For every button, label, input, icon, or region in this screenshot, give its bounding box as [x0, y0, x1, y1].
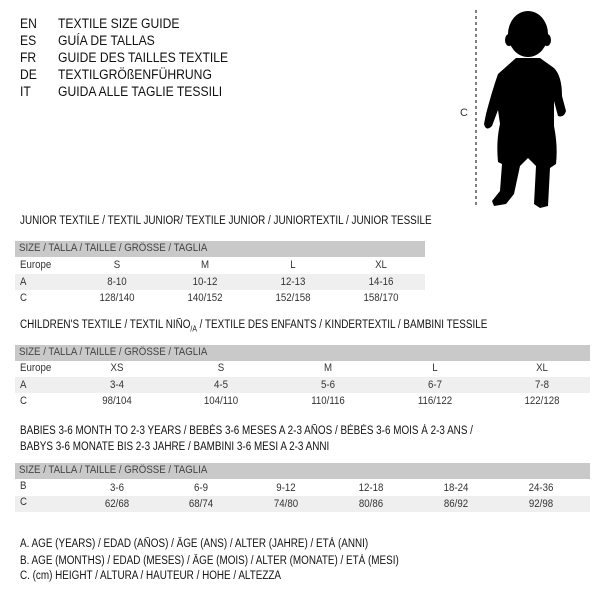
- table-cell: 3-4: [110, 379, 124, 391]
- lang-title-de: TEXTILGRÖßENFÜHRUNG: [58, 67, 212, 82]
- children-title-rest: / TEXTILE DES ENFANTS / KINDERTEXTIL / B…: [196, 319, 488, 331]
- table-cell: XL: [536, 362, 548, 374]
- junior-title: JUNIOR TEXTILE / TEXTIL JUNIOR/ TEXTILE …: [20, 215, 432, 227]
- table-cell: 8-10: [107, 276, 127, 288]
- table-cell: S: [113, 259, 121, 271]
- children-title: CHILDREN'S TEXTILE / TEXTIL NIÑO/A / TEX…: [20, 319, 487, 333]
- size-header-text: SIZE / TALLA / TAILLE / GRÖSSE / TAGLIA: [19, 242, 208, 254]
- table-cell: 24-36: [528, 482, 554, 494]
- table-cell: 12-13: [280, 276, 306, 288]
- table-cell: 12-18: [358, 482, 384, 494]
- row-band: [15, 496, 590, 512]
- babies-title-line2: BABYS 3-6 MONATE BIS 2-3 JAHRE / BAMBINI…: [20, 441, 330, 453]
- table-cell: M: [323, 362, 333, 374]
- table-cell: 74/80: [273, 498, 299, 510]
- row-label: Europe: [20, 259, 52, 271]
- row-band: [15, 377, 590, 393]
- legend-c: C. (cm) HEIGHT / ALTURA / HAUTEUR / HÖHE…: [20, 570, 282, 582]
- lang-title-it: GUIDA ALLE TAGLIE TESSILI: [58, 84, 223, 99]
- table-cell: M: [200, 259, 210, 271]
- height-label: C: [460, 107, 468, 119]
- children-size-header: SIZE / TALLA / TAILLE / GRÖSSE / TAGLIA: [15, 345, 590, 361]
- table-cell: 80/86: [358, 498, 384, 510]
- table-cell: S: [217, 362, 225, 374]
- junior-size-header: SIZE / TALLA / TAILLE / GRÖSSE / TAGLIA: [15, 241, 425, 257]
- lang-title-es: GUÍA DE TALLAS: [58, 33, 155, 48]
- table-cell: 104/110: [203, 395, 239, 407]
- lang-code-fr: FR: [20, 50, 37, 65]
- table-cell: 152/158: [275, 292, 311, 304]
- row-label: A: [20, 276, 27, 288]
- table-cell: L: [290, 259, 296, 271]
- children-title-sub: /A: [190, 324, 197, 334]
- table-cell: 122/128: [524, 395, 560, 407]
- babies-size-header: SIZE / TALLA / TAILLE / GRÖSSE / TAGLIA: [15, 463, 590, 479]
- size-header-text: SIZE / TALLA / TAILLE / GRÖSSE / TAGLIA: [19, 464, 208, 476]
- lang-code-it: IT: [20, 84, 31, 99]
- table-cell: 110/116: [311, 395, 345, 407]
- row-band: [15, 274, 425, 290]
- row-label: C: [20, 292, 27, 304]
- table-cell: 68/74: [188, 498, 214, 510]
- lang-code-de: DE: [20, 67, 37, 82]
- babies-title-line1: BABIES 3-6 MONTH TO 2-3 YEARS / BEBÉS 3-…: [20, 425, 473, 437]
- table-cell: 62/68: [104, 498, 130, 510]
- table-cell: XL: [375, 259, 387, 271]
- lang-title-en: TEXTILE SIZE GUIDE: [58, 16, 180, 31]
- lang-code-en: EN: [20, 16, 37, 31]
- size-header-text: SIZE / TALLA / TAILLE / GRÖSSE / TAGLIA: [19, 346, 208, 358]
- table-cell: 128/140: [99, 292, 135, 304]
- table-cell: 116/122: [417, 395, 453, 407]
- table-cell: 3-6: [110, 482, 124, 494]
- table-cell: 7-8: [535, 379, 549, 391]
- table-cell: 10-12: [192, 276, 218, 288]
- row-label: C: [20, 395, 27, 407]
- table-cell: 140/152: [187, 292, 223, 304]
- lang-title-fr: GUIDE DES TAILLES TEXTILE: [58, 50, 229, 65]
- table-cell: 4-5: [214, 379, 228, 391]
- table-cell: 5-6: [321, 379, 335, 391]
- table-cell: 6-9: [194, 482, 208, 494]
- table-cell: L: [432, 362, 438, 374]
- table-cell: 98/104: [102, 395, 132, 407]
- table-cell: 9-12: [276, 482, 296, 494]
- table-cell: 92/98: [528, 498, 554, 510]
- table-cell: 14-16: [368, 276, 394, 288]
- children-title-main: CHILDREN'S TEXTILE / TEXTIL NIÑO: [20, 319, 191, 331]
- row-label: A: [20, 379, 27, 391]
- table-cell: XS: [110, 362, 124, 374]
- lang-code-es: ES: [20, 33, 37, 48]
- child-silhouette-icon: [475, 10, 566, 208]
- table-cell: 86/92: [443, 498, 469, 510]
- table-cell: 158/170: [363, 292, 399, 304]
- legend-b: B. AGE (MONTHS) / EDAD (MESES) / ÂGE (MO…: [20, 555, 399, 567]
- row-label: C: [20, 496, 27, 508]
- row-label: Europe: [20, 362, 52, 374]
- legend-a: A. AGE (YEARS) / EDAD (AÑOS) / ÂGE (ANS)…: [20, 538, 369, 550]
- table-cell: 18-24: [443, 482, 469, 494]
- row-label: B: [20, 480, 27, 492]
- table-cell: 6-7: [428, 379, 442, 391]
